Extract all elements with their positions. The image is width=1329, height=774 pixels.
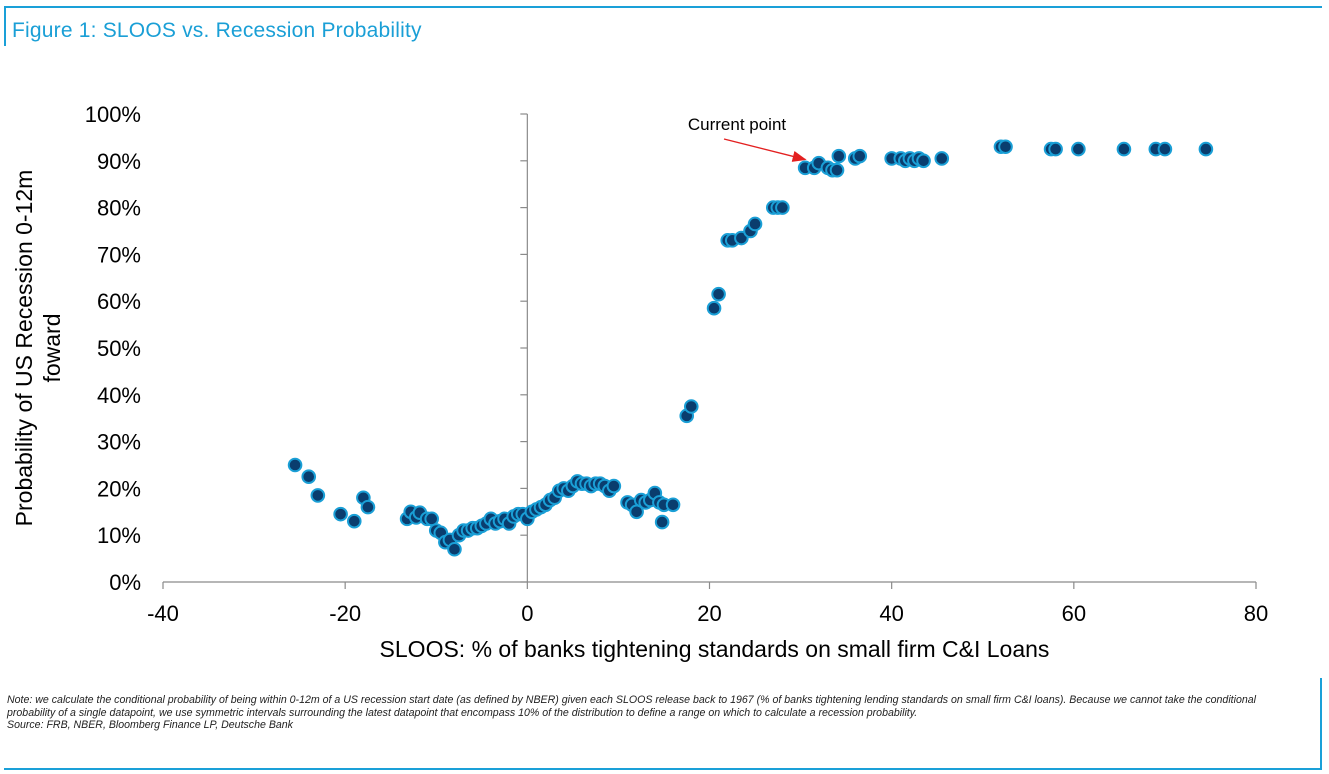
data-point bbox=[1048, 141, 1063, 157]
x-tick-label: 20 bbox=[697, 601, 721, 626]
y-tick-label: 0% bbox=[109, 570, 141, 595]
x-tick-label: 60 bbox=[1062, 601, 1086, 626]
y-tick-label: 90% bbox=[97, 149, 141, 174]
figure-title: Figure 1: SLOOS vs. Recession Probabilit… bbox=[12, 19, 422, 42]
y-tick-label: 60% bbox=[97, 289, 141, 314]
data-point bbox=[301, 469, 317, 485]
top-border bbox=[4, 6, 1322, 8]
data-point bbox=[831, 148, 847, 164]
annotation-label: Current point bbox=[688, 115, 787, 134]
data-point bbox=[447, 541, 462, 557]
data-point bbox=[360, 499, 376, 515]
bottom-border bbox=[4, 768, 1322, 770]
data-point bbox=[998, 139, 1013, 155]
data-point bbox=[683, 399, 699, 414]
data-point bbox=[775, 200, 790, 215]
data-point bbox=[333, 506, 348, 522]
data-point bbox=[1116, 141, 1132, 157]
y-axis-title-line-2: foward bbox=[39, 313, 65, 382]
y-tick-label: 80% bbox=[97, 196, 141, 221]
data-point bbox=[711, 286, 726, 302]
data-point bbox=[665, 497, 681, 513]
data-point bbox=[706, 300, 722, 316]
y-tick-label: 70% bbox=[97, 242, 141, 267]
x-tick-label: 40 bbox=[879, 601, 903, 626]
data-point bbox=[1198, 141, 1214, 157]
data-point bbox=[916, 153, 931, 169]
y-tick-label: 30% bbox=[97, 430, 141, 455]
y-tick-label: 100% bbox=[85, 102, 141, 127]
x-tick-label: -40 bbox=[147, 601, 179, 626]
data-point bbox=[1071, 141, 1086, 157]
x-tick-label: 0 bbox=[521, 601, 533, 626]
chart-note: Note: we calculate the conditional proba… bbox=[7, 694, 1256, 719]
data-point bbox=[606, 478, 622, 494]
data-point bbox=[1157, 141, 1173, 157]
data-point bbox=[654, 514, 670, 530]
data-point bbox=[287, 457, 303, 473]
y-tick-label: 50% bbox=[97, 336, 141, 361]
x-axis-title: SLOOS: % of banks tightening standards o… bbox=[380, 636, 1050, 662]
data-point bbox=[852, 148, 868, 164]
y-axis-title-line-1: Probability of US Recession 0-12m bbox=[11, 170, 37, 527]
y-tick-label: 10% bbox=[97, 523, 141, 548]
data-point bbox=[346, 513, 362, 529]
right-border-accent bbox=[1320, 678, 1322, 770]
data-point bbox=[310, 488, 326, 503]
data-point bbox=[747, 216, 763, 232]
left-border-accent bbox=[4, 6, 6, 46]
data-point bbox=[829, 162, 845, 178]
y-tick-label: 40% bbox=[97, 383, 141, 408]
scatter-chart: 0% 10% 20% 30% 40% 50% 60% 70% 80% 90% 100% -40 -20 0… bbox=[11, 102, 1268, 662]
chart-source: Source: FRB, NBER, Bloomberg Finance LP,… bbox=[7, 719, 293, 732]
data-point bbox=[934, 151, 950, 166]
y-tick-label: 20% bbox=[97, 476, 141, 501]
annotation-arrow bbox=[723, 138, 807, 162]
x-tick-label: -20 bbox=[329, 601, 361, 626]
note-block: Note: we calculate the conditional proba… bbox=[7, 694, 1307, 732]
x-tick-label: 80 bbox=[1244, 601, 1268, 626]
